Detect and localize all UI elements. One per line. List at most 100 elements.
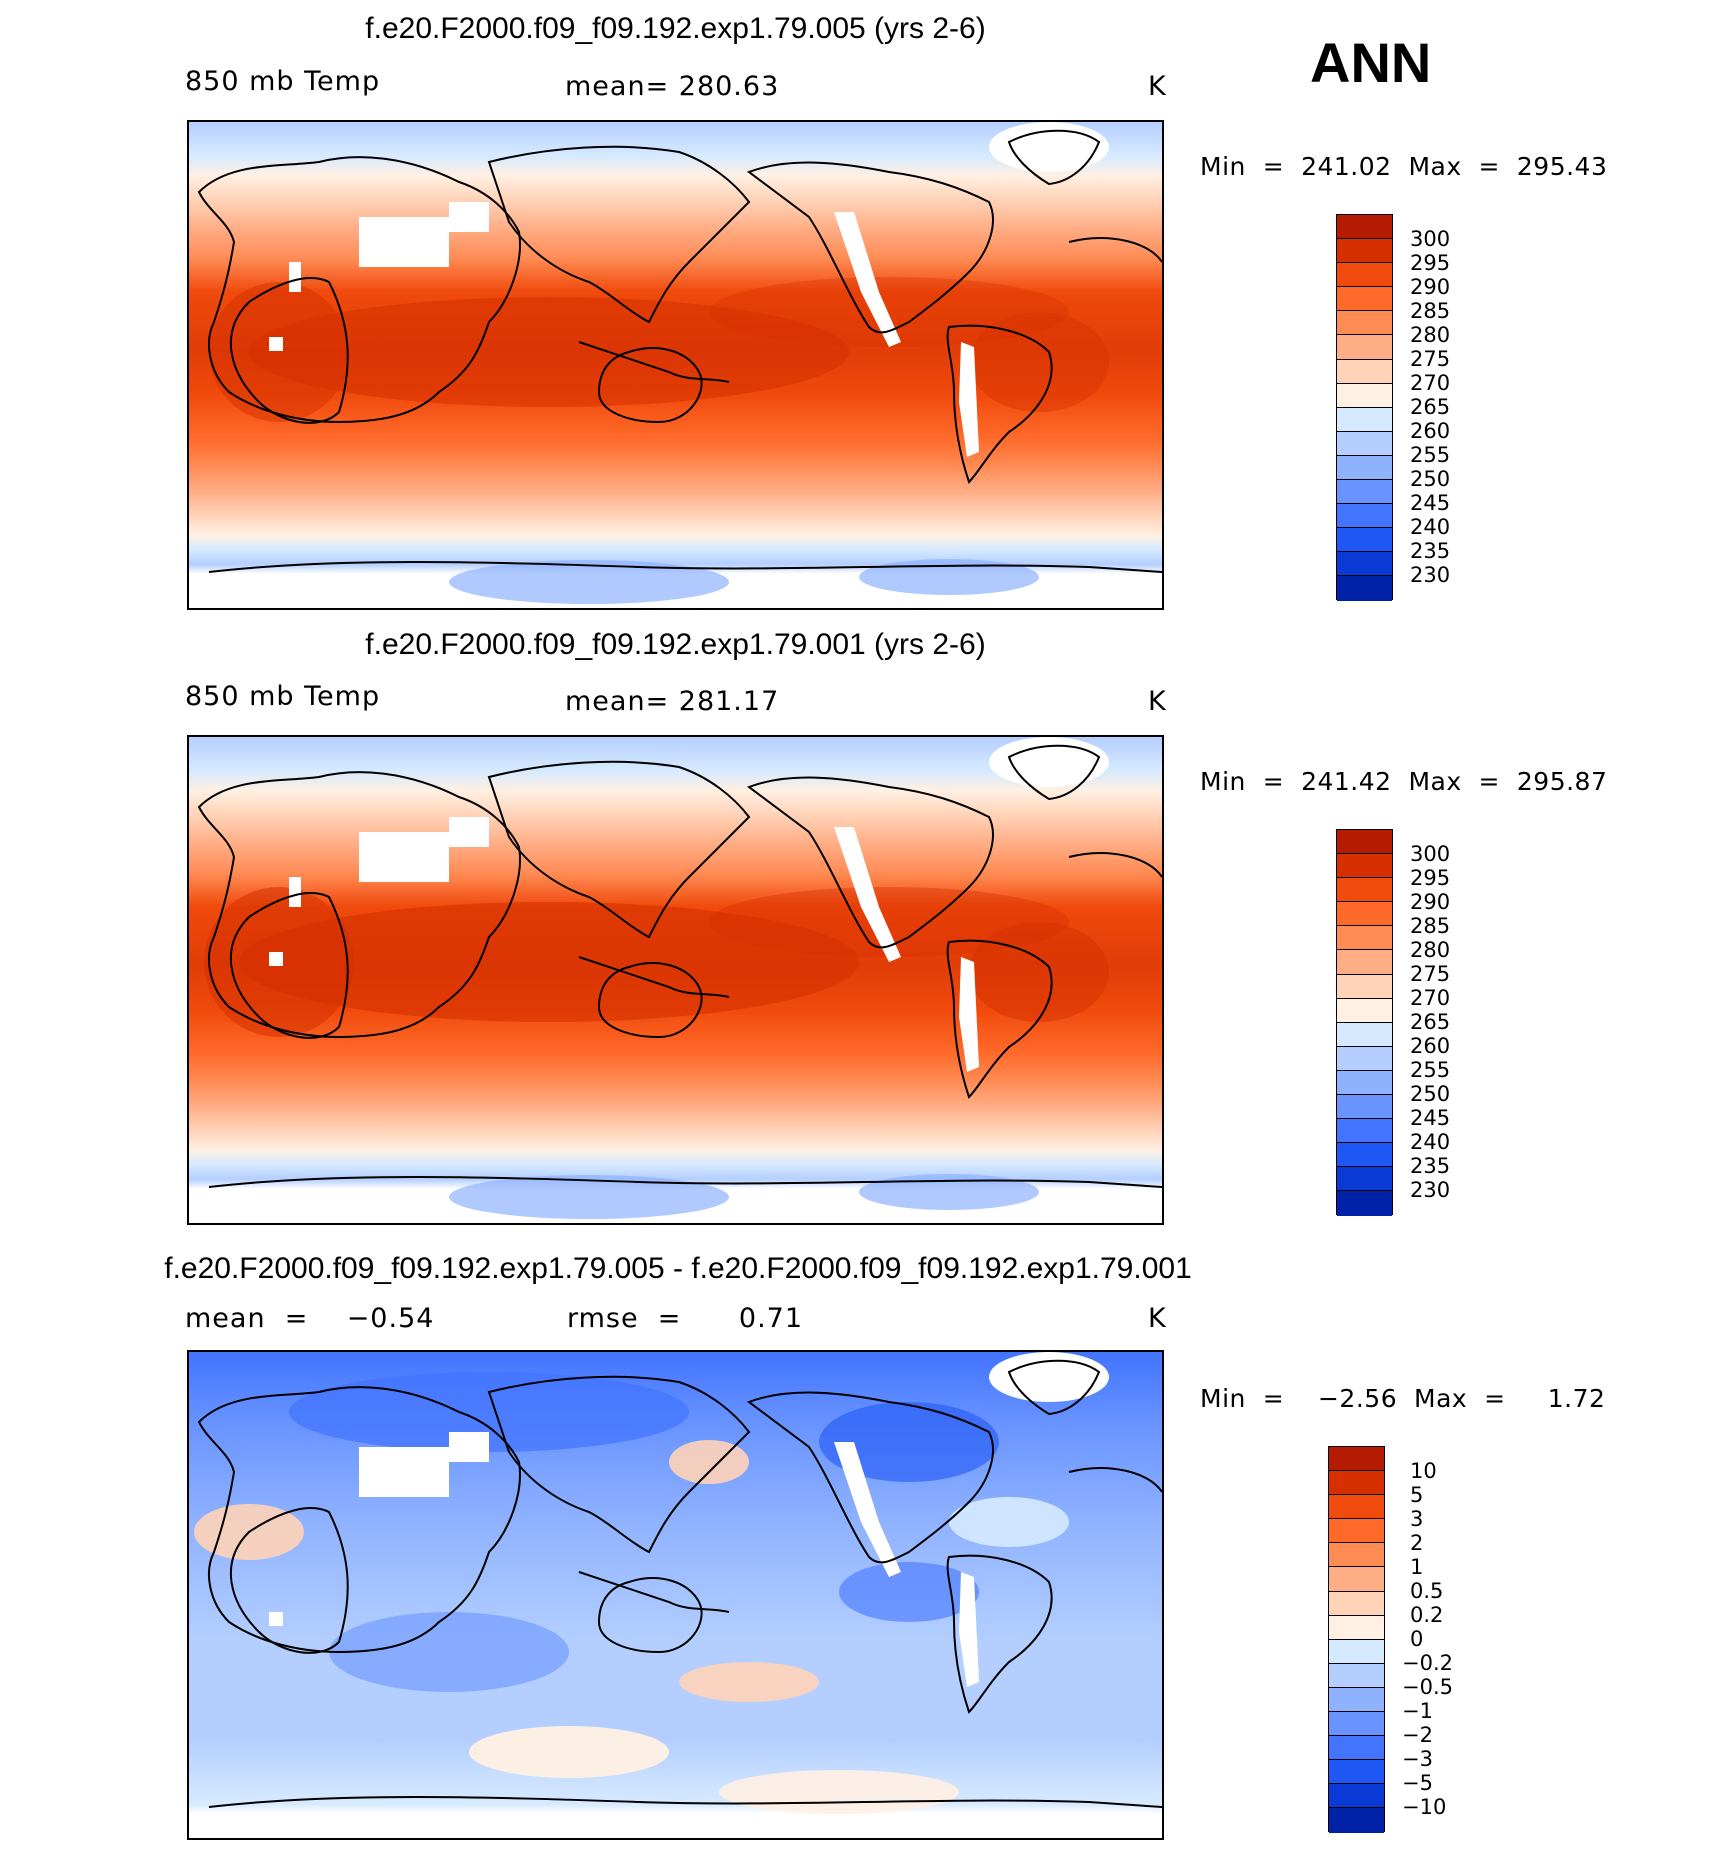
colorbar-swatch — [1329, 1543, 1384, 1568]
colorbar-swatch — [1337, 1022, 1392, 1047]
colorbar-swatch — [1329, 1567, 1384, 1592]
colorbar-swatch — [1337, 455, 1392, 481]
colorbar-swatch — [1337, 902, 1392, 927]
panel-3-map-svg — [189, 1352, 1162, 1838]
colorbar-swatch — [1329, 1615, 1384, 1640]
colorbar-label: 260 — [1410, 1034, 1451, 1058]
colorbar-label: 235 — [1410, 1154, 1451, 1178]
colorbar-swatch — [1337, 407, 1392, 432]
colorbar-swatch — [1337, 878, 1392, 903]
colorbar-swatch — [1337, 830, 1392, 855]
colorbar-swatch — [1337, 854, 1392, 879]
panel-1-minmax-label: Min = 241.02 Max = 295.43 — [1200, 152, 1608, 181]
colorbar-label: 2 — [1410, 1531, 1424, 1555]
colorbar-label: 250 — [1410, 1082, 1451, 1106]
colorbar-label: 270 — [1410, 986, 1451, 1010]
colorbar-swatch — [1337, 311, 1392, 336]
panel-1-mean-label: mean= 280.63 — [565, 71, 780, 102]
colorbar-label: 255 — [1410, 443, 1451, 467]
colorbar-swatch — [1329, 1808, 1384, 1833]
colorbar-swatch — [1337, 926, 1392, 951]
colorbar-label: 285 — [1410, 914, 1451, 938]
colorbar-label: 245 — [1410, 1106, 1451, 1130]
colorbar-label: 265 — [1410, 1010, 1451, 1034]
colorbar-label: −3 — [1402, 1747, 1433, 1771]
colorbar-swatch — [1337, 1167, 1392, 1192]
panel-3-units-label: K — [1148, 1303, 1167, 1334]
panel-1-colorbar — [1336, 214, 1393, 601]
panel-3-title: f.e20.F2000.f09_f09.192.exp1.79.005 - f.… — [164, 1252, 1192, 1285]
colorbar-label: 295 — [1410, 251, 1451, 275]
colorbar-label: 230 — [1410, 1178, 1451, 1202]
colorbar-swatch — [1337, 1191, 1392, 1216]
colorbar-label: 240 — [1410, 1130, 1451, 1154]
colorbar-label: 0.5 — [1410, 1579, 1444, 1603]
colorbar-label: −5 — [1402, 1771, 1433, 1795]
colorbar-swatch — [1337, 383, 1392, 408]
colorbar-swatch — [1337, 239, 1392, 264]
colorbar-swatch — [1329, 1784, 1384, 1809]
colorbar-swatch — [1337, 504, 1392, 529]
colorbar-label: 0.2 — [1410, 1603, 1444, 1627]
colorbar-swatch — [1337, 576, 1392, 601]
colorbar-swatch — [1337, 263, 1392, 288]
panel-2-mean-label: mean= 281.17 — [565, 686, 780, 717]
colorbar-swatch — [1329, 1639, 1384, 1664]
colorbar-label: −0.5 — [1402, 1675, 1453, 1699]
colorbar-swatch — [1337, 552, 1392, 577]
panel-3-rmse-label: rmse = 0.71 — [567, 1303, 804, 1334]
colorbar-swatch — [1337, 215, 1392, 240]
colorbar-swatch — [1337, 974, 1392, 999]
colorbar-swatch — [1337, 1119, 1392, 1144]
colorbar-label: −0.2 — [1402, 1651, 1453, 1675]
colorbar-label: 300 — [1410, 227, 1451, 251]
colorbar-label: 255 — [1410, 1058, 1451, 1082]
panel-2-variable-label: 850 mb Temp — [185, 681, 381, 712]
colorbar-label: 280 — [1410, 323, 1451, 347]
panel-1-title: f.e20.F2000.f09_f09.192.exp1.79.005 (yrs… — [365, 12, 986, 45]
panel-3-mean-label: mean = −0.54 — [185, 1303, 435, 1334]
panel-1-map-svg — [189, 122, 1162, 608]
colorbar-label: 0 — [1410, 1627, 1424, 1651]
colorbar-swatch — [1329, 1471, 1384, 1496]
colorbar-label: 275 — [1410, 347, 1451, 371]
colorbar-swatch — [1337, 480, 1392, 505]
panel-3-colorbar — [1328, 1446, 1385, 1833]
colorbar-swatch — [1329, 1712, 1384, 1737]
colorbar-label: 240 — [1410, 515, 1451, 539]
colorbar-swatch — [1337, 1046, 1392, 1071]
panel-1-map — [187, 120, 1164, 610]
colorbar-swatch — [1329, 1591, 1384, 1616]
colorbar-label: 290 — [1410, 890, 1451, 914]
colorbar-label: 275 — [1410, 962, 1451, 986]
colorbar-swatch — [1337, 1070, 1392, 1096]
colorbar-label: −10 — [1402, 1795, 1447, 1819]
panel-2-map — [187, 735, 1164, 1225]
colorbar-label: 5 — [1410, 1483, 1424, 1507]
colorbar-swatch — [1337, 287, 1392, 312]
colorbar-swatch — [1329, 1495, 1384, 1520]
colorbar-swatch — [1329, 1663, 1384, 1688]
colorbar-label: 285 — [1410, 299, 1451, 323]
colorbar-swatch — [1329, 1447, 1384, 1472]
colorbar-label: 235 — [1410, 539, 1451, 563]
colorbar-swatch — [1337, 1143, 1392, 1168]
colorbar-label: 265 — [1410, 395, 1451, 419]
colorbar-label: 3 — [1410, 1507, 1424, 1531]
colorbar-label: −2 — [1402, 1723, 1433, 1747]
panel-2-units-label: K — [1148, 686, 1167, 717]
colorbar-label: 245 — [1410, 491, 1451, 515]
colorbar-label: 230 — [1410, 563, 1451, 587]
colorbar-label: 1 — [1410, 1555, 1424, 1579]
panel-2-colorbar — [1336, 829, 1393, 1216]
colorbar-label: 300 — [1410, 842, 1451, 866]
panel-1-units-label: K — [1148, 71, 1167, 102]
panel-3-minmax-label: Min = −2.56 Max = 1.72 — [1200, 1384, 1606, 1413]
panel-2-title: f.e20.F2000.f09_f09.192.exp1.79.001 (yrs… — [365, 628, 986, 661]
colorbar-swatch — [1329, 1519, 1384, 1544]
colorbar-label: 250 — [1410, 467, 1451, 491]
colorbar-swatch — [1329, 1760, 1384, 1785]
colorbar-swatch — [1337, 998, 1392, 1023]
colorbar-label: −1 — [1402, 1699, 1433, 1723]
colorbar-swatch — [1337, 950, 1392, 975]
